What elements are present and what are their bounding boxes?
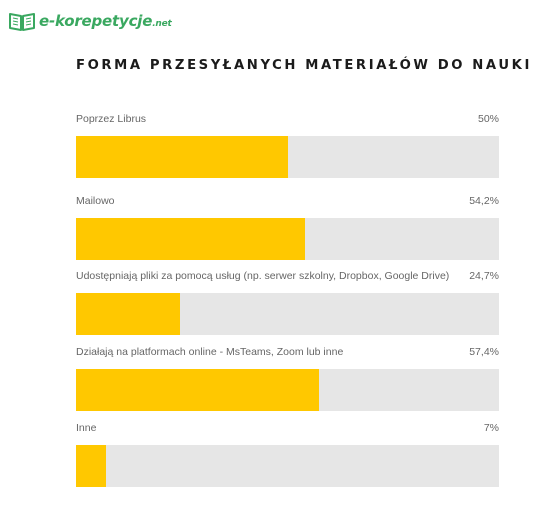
bar [76,293,181,335]
bar-row: Mailowo 54,2% [76,195,499,261]
bar-track [76,293,499,335]
bar [76,445,106,487]
bar [76,136,288,178]
logo-suffix: .net [152,19,172,29]
bar-label: Inne [76,422,97,434]
bar [76,369,319,411]
bar-value-label: 50% [477,113,499,125]
bar-row: Udostępniają pliki za pomocą usług (np. … [76,270,499,336]
bar-track [76,136,499,178]
bar [76,218,306,260]
bar-row: Inne 7% [76,422,499,488]
bar-label: Mailowo [76,195,115,207]
bar-value-label: 24,7% [469,270,499,282]
bar-label: Udostępniają pliki za pomocą usług (np. … [76,270,450,282]
bar-track [76,369,499,411]
logo-text: e-korepetycje.net [39,12,172,30]
bar-label: Działają na platformach online - MsTeams… [76,346,344,358]
bar-row: Działają na platformach online - MsTeams… [76,346,499,412]
logo-main: e-korepetycje [39,12,153,30]
bar-track [76,445,499,487]
bar-value-label: 57,4% [469,346,499,358]
bar-track [76,218,499,260]
bar-label: Poprzez Librus [76,113,147,125]
bar-value-label: 7% [483,422,499,434]
chart-title: FORMA PRZESYŁANYCH MATERIAŁÓW DO NAUKI [76,58,532,73]
bar-row: Poprzez Librus 50% [76,113,499,179]
logo: e-korepetycje.net [8,8,172,34]
book-icon [9,13,35,31]
bar-value-label: 54,2% [469,195,499,207]
